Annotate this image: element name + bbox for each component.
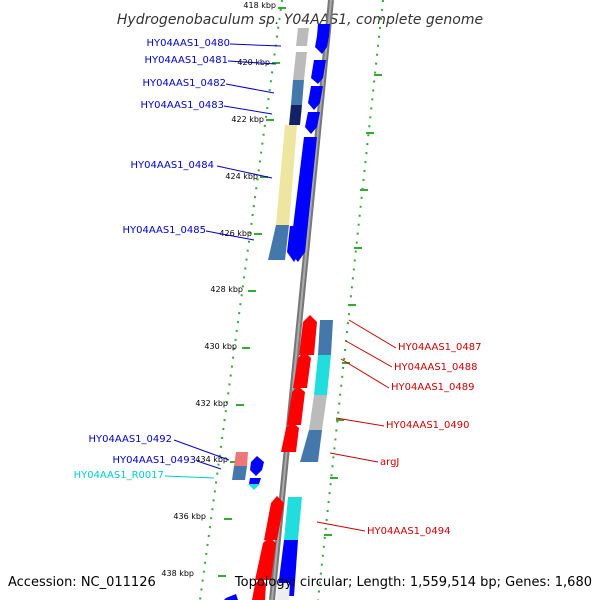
gene-label: HY04AAS1_0490 <box>386 420 469 431</box>
tick-label: 418 kbp <box>243 1 276 10</box>
gene-cluster-434 <box>232 452 264 490</box>
minor-ticks-right <box>324 74 382 536</box>
gene-label: argJ <box>380 457 399 468</box>
rna-label: HY04AAS1_R0017 <box>74 470 164 481</box>
right-gene-labels: HY04AAS1_0487 HY04AAS1_0488 HY04AAS1_048… <box>367 342 481 537</box>
gene-label: HY04AAS1_0489 <box>391 382 474 393</box>
left-connectors <box>173 43 282 470</box>
gene-label: HY04AAS1_0494 <box>367 526 450 537</box>
gene-label: HY04AAS1_0480 <box>147 38 230 49</box>
topology-text: Topology: circular; Length: 1,559,514 bp… <box>234 575 592 590</box>
tick-ring-inner <box>199 0 283 600</box>
forward-cds-arrows <box>287 24 330 262</box>
gene-label: HY04AAS1_0487 <box>398 342 481 353</box>
genome-backbone <box>269 0 334 600</box>
tick-label: 438 kbp <box>161 569 194 578</box>
gene-label: HY04AAS1_0492 <box>89 434 172 445</box>
tick-label: 432 kbp <box>195 399 228 408</box>
gene-label: HY04AAS1_0493 <box>113 455 196 466</box>
gene-label: HY04AAS1_0485 <box>123 225 206 236</box>
tick-label: 430 kbp <box>204 342 237 351</box>
accession-text: Accession: NC_011126 <box>8 575 156 590</box>
right-connectors <box>316 319 397 532</box>
gene-label: HY04AAS1_0484 <box>131 160 214 171</box>
tick-label: 426 kbp <box>219 229 252 238</box>
cog-track-forward <box>268 28 309 260</box>
map-title: Hydrogenobaculum sp. Y04AAS1, complete g… <box>117 12 483 28</box>
tick-label: 434 kbp <box>195 455 228 464</box>
tick-label: 422 kbp <box>231 115 264 124</box>
reverse-cds-arrows <box>252 315 317 600</box>
gene-label: HY04AAS1_0482 <box>143 78 226 89</box>
tick-ring-outer <box>317 0 384 600</box>
tick-label: 436 kbp <box>173 512 206 521</box>
tick-label: 428 kbp <box>210 285 243 294</box>
gene-label: HY04AAS1_0481 <box>145 55 228 66</box>
rna-connector <box>164 475 215 479</box>
gene-label: HY04AAS1_0483 <box>141 100 224 111</box>
bottom-fragments <box>224 583 290 600</box>
left-gene-labels: HY04AAS1_0480 HY04AAS1_0481 HY04AAS1_048… <box>74 38 230 481</box>
cog-track-reverse <box>277 320 333 596</box>
tick-label: 424 kbp <box>225 172 258 181</box>
gene-label: HY04AAS1_0488 <box>394 362 477 373</box>
